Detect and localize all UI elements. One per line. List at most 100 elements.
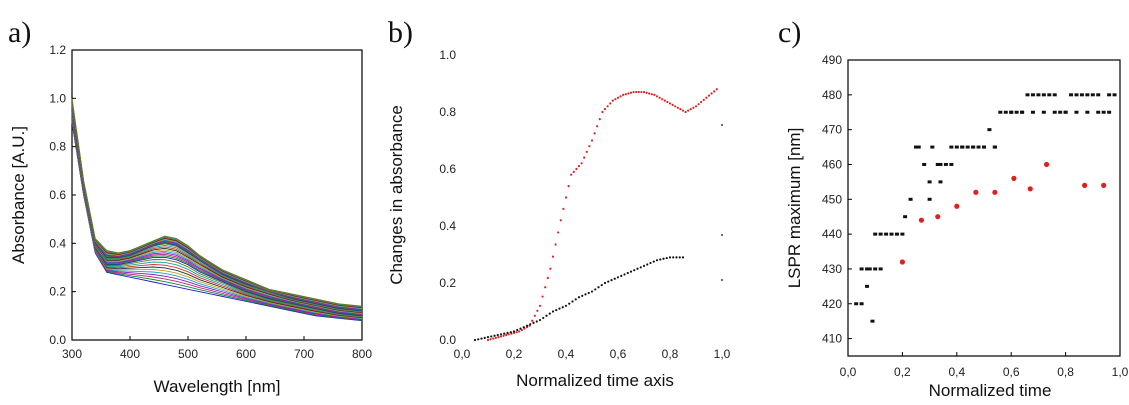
red-data-point [596,125,599,128]
black-data-point [477,338,480,341]
panel-b-points [473,88,723,342]
red-data-point [492,337,495,340]
spectrum-curve [71,98,363,307]
red-data-point [637,90,640,94]
black-data-point [512,330,516,333]
black-data-point [1020,110,1025,114]
y-tick-label: 430 [822,262,842,276]
black-data-point [525,324,529,327]
x-tick-label: 0,0 [840,365,857,379]
black-data-point [971,145,976,149]
spectrum-curve [71,122,363,322]
black-data-point [636,267,639,270]
red-data-point [992,189,998,195]
black-data-point [938,180,943,184]
black-data-point [672,256,675,259]
panel-a-x-ticks: 300 400 500 600 700 800 [62,336,372,361]
red-data-point [598,118,601,121]
red-data-point [567,185,570,188]
black-data-point [503,332,506,335]
red-data-point [518,330,521,333]
red-data-point [489,338,492,341]
black-data-point [854,302,859,306]
x-tick-label: 300 [62,347,82,361]
black-data-point [1074,110,1079,114]
panel-a: a) 300 400 500 600 700 800 0.0 0.2 0.4 0.6 0.8 1.0… [8,16,372,396]
black-data-point [1058,110,1063,114]
panel-a-y-axis-title: Absorbance [A.U.] [9,126,28,264]
red-data-point [505,333,508,337]
spectrum-curve [71,121,363,321]
black-data-point [1107,110,1112,114]
black-data-point [1085,93,1090,97]
black-data-point [639,266,642,269]
black-data-point [607,280,610,283]
black-data-point [493,334,496,337]
red-data-point [666,100,669,104]
x-tick-label: 400 [120,347,140,361]
red-data-point [687,109,690,112]
black-data-point [545,314,548,317]
black-data-point [535,320,538,323]
red-data-point [973,189,979,195]
black-data-point [1025,93,1030,97]
black-data-point [659,258,662,261]
black-data-point [571,300,574,303]
black-data-point [1090,93,1095,97]
black-data-point [949,145,954,149]
spectrum-curve [71,115,363,316]
black-data-point [943,162,948,166]
black-data-point [1041,110,1046,114]
panel-c-plot-frame [847,59,1121,357]
black-data-point [473,338,477,342]
y-tick-label: 0.2 [439,276,456,290]
red-data-point [554,243,557,246]
black-data-point [1069,93,1074,97]
red-data-point [515,331,518,334]
red-data-point [585,150,588,153]
black-data-point [938,162,943,166]
spectrum-curve [71,112,363,314]
black-data-point [916,145,921,149]
red-data-point [588,145,591,148]
black-data-point [626,271,629,275]
red-data-point [497,336,500,339]
spectrum-curve [71,108,363,311]
red-data-point [601,110,604,114]
panel-c-x-ticks: 0,0 0,2 0,4 0,6 0,8 1,0 [840,352,1129,379]
y-tick-label: 0.0 [49,333,66,347]
x-tick-label: 0,6 [1003,365,1020,379]
panel-c-y-ticks: 410 420 430 440 450 460 470 480 490 [822,53,852,346]
red-data-point [1101,182,1107,188]
black-data-point [594,288,597,291]
red-data-point [640,90,643,94]
black-data-point [865,267,870,271]
spectrum-curve [71,120,363,320]
black-data-point [960,145,965,149]
black-data-point [1014,110,1019,114]
red-data-point [635,90,638,94]
black-data-point [1107,93,1112,97]
black-data-point [620,274,623,277]
black-data-point [927,197,932,201]
y-tick-label: 420 [822,297,842,311]
spectrum-curve [71,118,363,318]
red-data-point [590,139,594,142]
black-data-point [496,333,499,337]
red-data-point [668,102,672,105]
black-data-point [590,290,594,293]
red-data-point [715,88,718,91]
black-data-point [574,298,577,301]
red-data-point [658,96,661,99]
black-data-point [652,260,655,263]
y-tick-label: 0.8 [49,140,66,154]
red-data-point [546,276,549,280]
y-tick-label: 410 [822,332,842,346]
red-data-point [632,90,635,94]
red-data-point [655,95,659,98]
red-data-point [650,93,653,96]
red-data-point [707,94,711,97]
red-data-point [918,217,925,223]
red-data-point [629,91,633,94]
black-data-point [1112,93,1117,97]
